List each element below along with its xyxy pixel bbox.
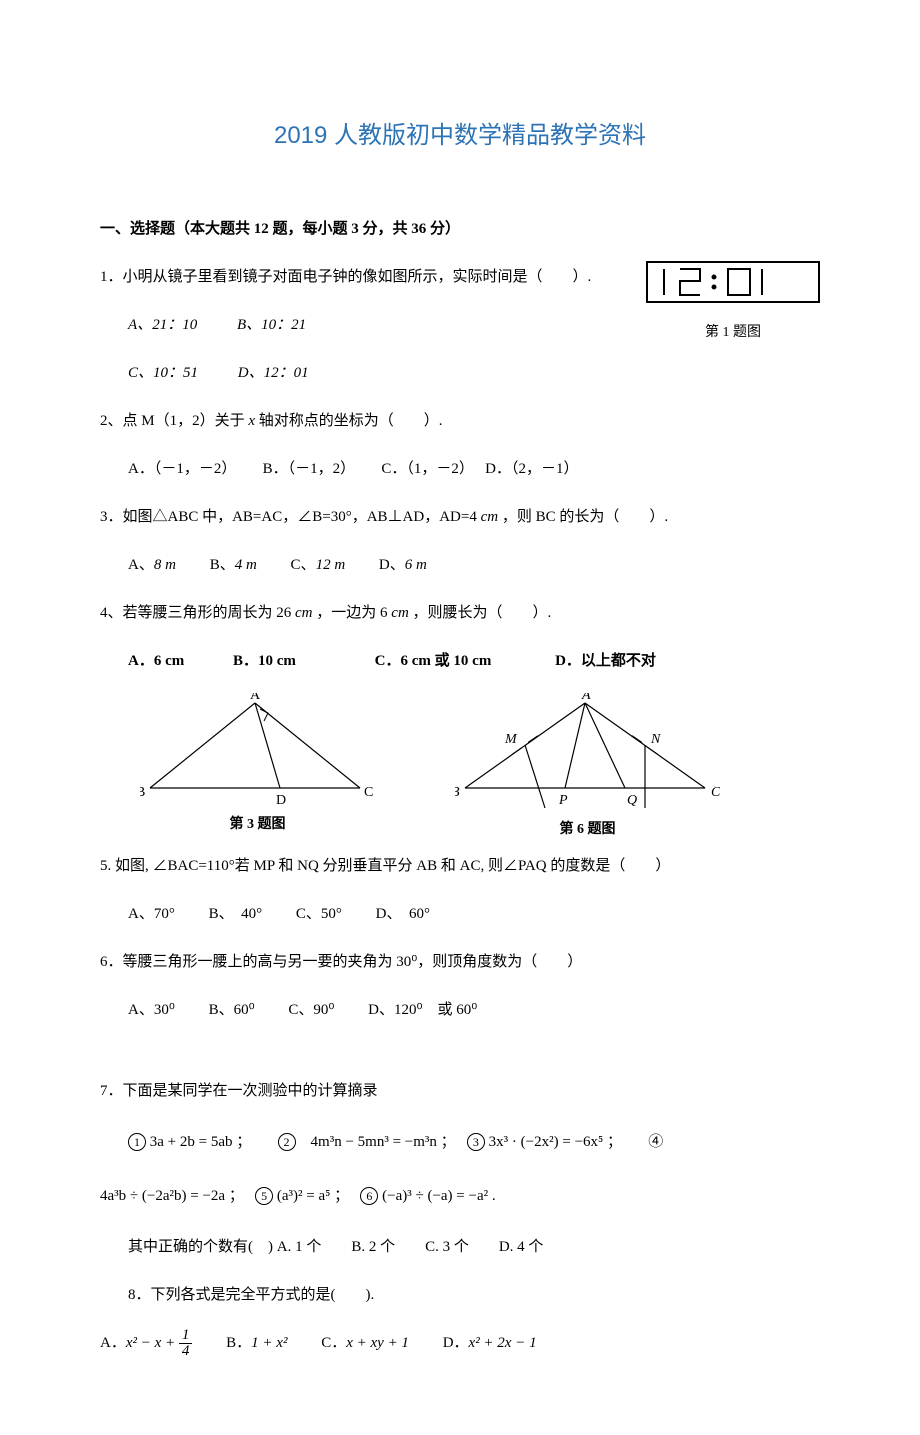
section-heading: 一、选择题（本大题共 12 题，每小题 3 分，共 36 分）: [100, 213, 820, 246]
q1-block: 1．小明从镜子里看到镜子对面电子钟的像如图所示，实际时间是（ ）. A、21：1…: [100, 261, 820, 405]
q6-options: A、30⁰ B、60⁰ C、90⁰ D、120⁰ 或 60⁰: [100, 994, 820, 1027]
q7-item3: 3x³ · (−2x²) = −6x⁵ ；: [489, 1134, 615, 1150]
svg-text:P: P: [558, 793, 568, 808]
q7-items-line2: 4a³b ÷ (−2a²b) = −2a ； 5 (a³)² = a⁵ ； 6 …: [100, 1177, 820, 1216]
q5-opt-c: 50°: [321, 906, 342, 922]
q7-stem: 7．下面是某同学在一次测验中的计算摘录: [100, 1075, 820, 1108]
figure-row: A B C D 第 3 题图 A B C M N P Q 第 6 题图: [140, 693, 820, 846]
svg-text:B: B: [140, 785, 145, 800]
q3-opt-b: 4 m: [235, 557, 257, 573]
fig6-caption: 第 6 题图: [455, 815, 720, 846]
q5-options: A、70° B、 40° C、50° D、 60°: [100, 898, 820, 931]
q1-opt-d: 12：01: [264, 365, 309, 381]
q5-opt-d: 60°: [409, 906, 430, 922]
q8-opt-d: x² + 2x − 1: [469, 1335, 537, 1351]
q4-opt-a: 6 cm: [154, 653, 184, 669]
q6-stem: 6．等腰三角形一腰上的高与另一要的夹角为 30⁰，则顶角度数为（ ）: [100, 946, 820, 979]
q7-block: 7．下面是某同学在一次测验中的计算摘录 1 3a + 2b = 5ab ； 2 …: [100, 1075, 820, 1264]
q8-options: A．x² − x + 14 B．1 + x² C．x + xy + 1 D．x²…: [100, 1327, 820, 1360]
svg-text:C: C: [711, 785, 720, 800]
q1-options-row1: A、21：10 B、10：21: [100, 309, 616, 342]
q5-stem: 5. 如图, ∠BAC=110°若 MP 和 NQ 分别垂直平分 AB 和 AC…: [100, 850, 820, 883]
q4-opt-b: 10 cm: [258, 653, 296, 669]
q1-stem: 1．小明从镜子里看到镜子对面电子钟的像如图所示，实际时间是（ ）.: [100, 261, 616, 294]
q8-opt-b: 1 + x²: [251, 1335, 287, 1351]
q3-stem: 3．如图△ABC 中，AB=AC，∠B=30°，AB⊥AD，AD=4 cm ，则…: [100, 501, 820, 534]
q7-item4-lead: ④: [648, 1134, 663, 1150]
clock-display: [646, 261, 820, 303]
q2-stem-pre: 2、点 M（1，2）关于: [100, 413, 248, 429]
q2-opt-b: （－1，2）: [288, 461, 348, 477]
fig3-svg: A B C D: [140, 693, 375, 808]
q3-opt-a: 8 m: [154, 557, 176, 573]
page-title: 2019 人教版初中数学精品教学资料: [100, 110, 820, 163]
q5-opt-a: 70°: [154, 906, 175, 922]
svg-text:D: D: [276, 793, 286, 808]
q1-opt-a: 21：10: [152, 317, 197, 333]
q4-opt-c: 6 cm 或 10 cm: [401, 653, 492, 669]
fig6-svg: A B C M N P Q: [455, 693, 720, 813]
q2-opt-a: （－1，－2）: [154, 461, 229, 477]
q2-opt-c: （1，－2）: [406, 461, 466, 477]
q4-options: A．6 cm B．10 cm C．6 cm 或 10 cm D．以上都不对: [100, 645, 820, 678]
q7-item6: (−a)³ ÷ (−a) = −a² .: [382, 1188, 496, 1204]
svg-text:N: N: [650, 732, 661, 747]
q6-opt-c: 90⁰: [313, 1002, 334, 1018]
q1-opt-c: 10：51: [153, 365, 198, 381]
svg-text:M: M: [504, 732, 518, 747]
q7-item5: (a³)² = a⁵ ；: [277, 1188, 342, 1204]
q2-opt-d: （2，－1）: [511, 461, 579, 477]
svg-text:A: A: [250, 693, 261, 703]
q3-opt-c: 12 m: [316, 557, 346, 573]
q8-opt-a: x² − x + 14: [126, 1335, 193, 1351]
fig6-block: A B C M N P Q 第 6 题图: [455, 693, 720, 846]
q1-options-row2: C、10：51 D、12：01: [100, 357, 616, 390]
q5-opt-b: 40°: [241, 906, 262, 922]
q6-opt-b: 60⁰: [234, 1002, 255, 1018]
q8-stem: 8．下列各式是完全平方式的是( ).: [100, 1279, 820, 1312]
q1-caption: 第 1 题图: [646, 318, 820, 349]
q2-var: x: [248, 413, 255, 429]
svg-text:C: C: [364, 785, 373, 800]
q7-tail: 其中正确的个数有( ) A. 1 个 B. 2 个 C. 3 个 D. 4 个: [100, 1231, 820, 1264]
q2-stem: 2、点 M（1，2）关于 x 轴对称点的坐标为（ ）.: [100, 405, 820, 438]
fig3-caption: 第 3 题图: [140, 810, 375, 841]
svg-text:A: A: [581, 693, 591, 703]
clock-svg: [658, 265, 808, 299]
q3-options: A、8 m B、4 m C、12 m D、6 m: [100, 549, 820, 582]
svg-text:Q: Q: [627, 793, 637, 808]
q7-item4: 4a³b ÷ (−2a²b) = −2a ；: [100, 1188, 236, 1204]
q6-opt-a: 30⁰: [154, 1002, 175, 1018]
fig3-block: A B C D 第 3 题图: [140, 693, 375, 846]
q3-opt-d: 6 m: [405, 557, 427, 573]
q4-stem: 4、若等腰三角形的周长为 26 cm ，一边为 6 cm ，则腰长为（ ）.: [100, 597, 820, 630]
svg-text:B: B: [455, 785, 460, 800]
q7-items-line1: 1 3a + 2b = 5ab ； 2 4m³n − 5mn³ = −m³n ；…: [100, 1123, 820, 1162]
q6-opt-d: 120⁰ 或 60⁰: [394, 1002, 477, 1018]
q7-item2: 4m³n − 5mn³ = −m³n ；: [311, 1134, 449, 1150]
q4-opt-d: 以上都不对: [581, 653, 656, 669]
q2-stem-post: 轴对称点的坐标为（ ）.: [255, 413, 443, 429]
q7-item1: 3a + 2b = 5ab ；: [150, 1134, 244, 1150]
q2-options: A．（－1，－2） B．（－1，2） C．（1，－2） D．（2，－1）: [100, 453, 820, 486]
q8-opt-c: x + xy + 1: [346, 1335, 409, 1351]
q1-opt-b: 10：21: [261, 317, 306, 333]
